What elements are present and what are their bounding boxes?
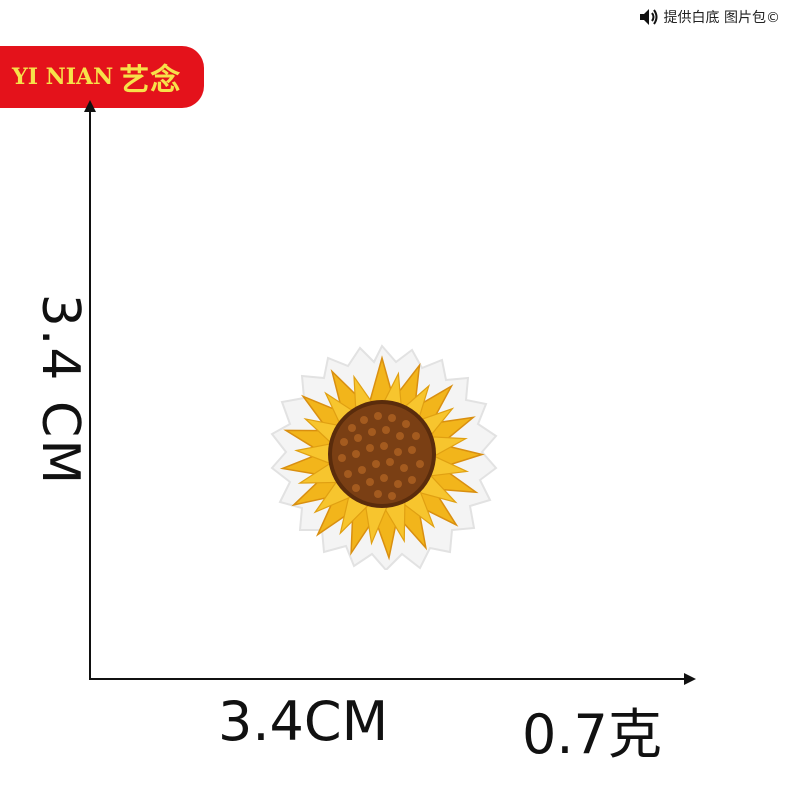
brand-chinese: 艺念: [119, 63, 182, 98]
width-label: 3.4CM: [218, 690, 389, 753]
height-label: 3.4 CM: [30, 293, 90, 487]
top-note-text: 提供白底 图片包©: [663, 10, 780, 26]
sunflower-patch: [270, 344, 498, 570]
weight-label: 0.7克: [522, 703, 662, 766]
top-note: 提供白底 图片包©: [638, 6, 780, 28]
brand-latin: YI NIAN: [12, 64, 114, 90]
speaker-icon: [638, 6, 660, 28]
brand-banner: YI NIAN 艺念: [0, 46, 204, 108]
